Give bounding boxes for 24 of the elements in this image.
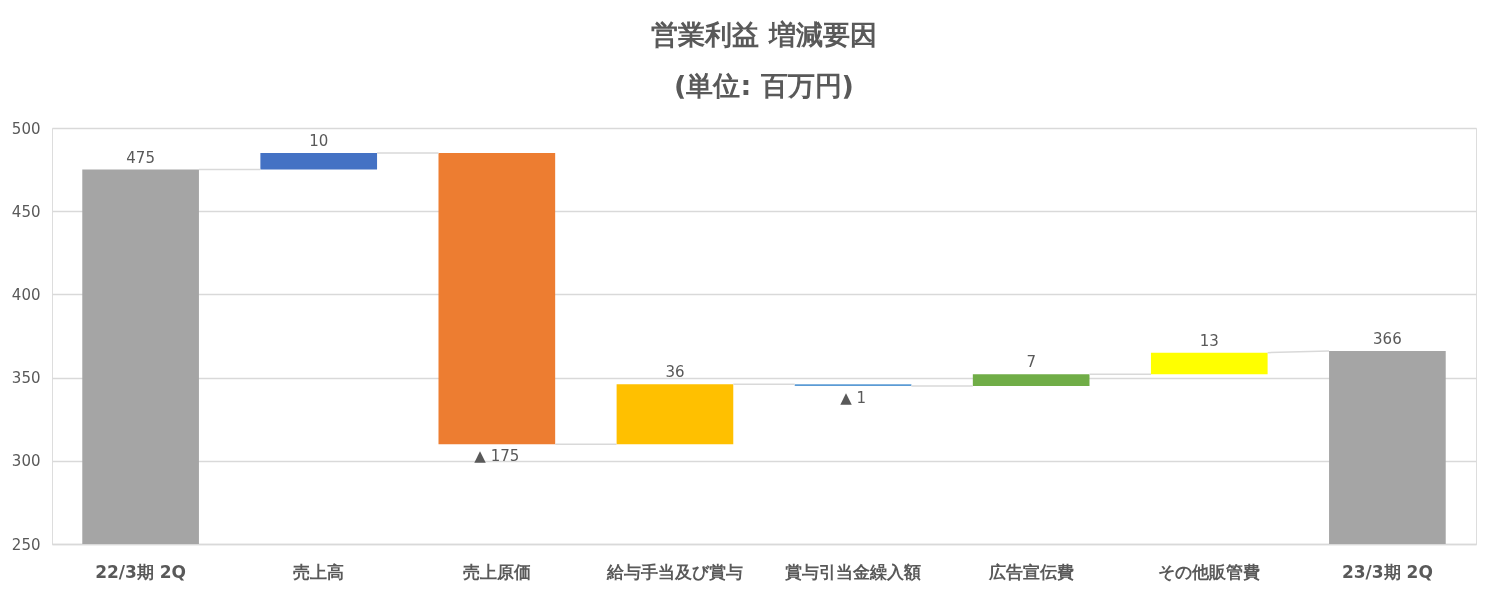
data-label: 13 — [1199, 331, 1219, 350]
x-tick-label: 売上高 — [293, 561, 345, 582]
data-label: 366 — [1373, 329, 1402, 348]
y-tick-label: 350 — [11, 369, 41, 388]
data-label: 36 — [665, 363, 685, 382]
chart-subtitle: (単位: 百万円) — [674, 70, 854, 101]
data-label: 10 — [309, 131, 329, 150]
y-tick-label: 500 — [11, 119, 41, 138]
data-label: ▲ 175 — [474, 447, 520, 466]
data-label: 7 — [1026, 353, 1036, 372]
x-tick-label: 広告宣伝費 — [987, 561, 1074, 582]
x-tick-label: その他販管費 — [1158, 561, 1261, 582]
y-tick-label: 300 — [11, 452, 41, 471]
x-tick-label: 23/3期 2Q — [1341, 561, 1433, 582]
x-tick-label: 給与手当及び賞与 — [605, 561, 743, 582]
data-label: 475 — [126, 148, 155, 167]
y-tick-label: 400 — [11, 285, 41, 304]
data-label: ▲ 1 — [840, 388, 866, 407]
y-tick-label: 450 — [11, 202, 41, 221]
x-tick-label: 売上原価 — [462, 561, 531, 582]
x-tick-label: 22/3期 2Q — [95, 561, 187, 582]
y-tick-label: 250 — [11, 535, 41, 554]
x-tick-label: 賞与引当金繰入額 — [785, 561, 922, 582]
chart-title: 営業利益 増減要因 — [651, 19, 877, 50]
